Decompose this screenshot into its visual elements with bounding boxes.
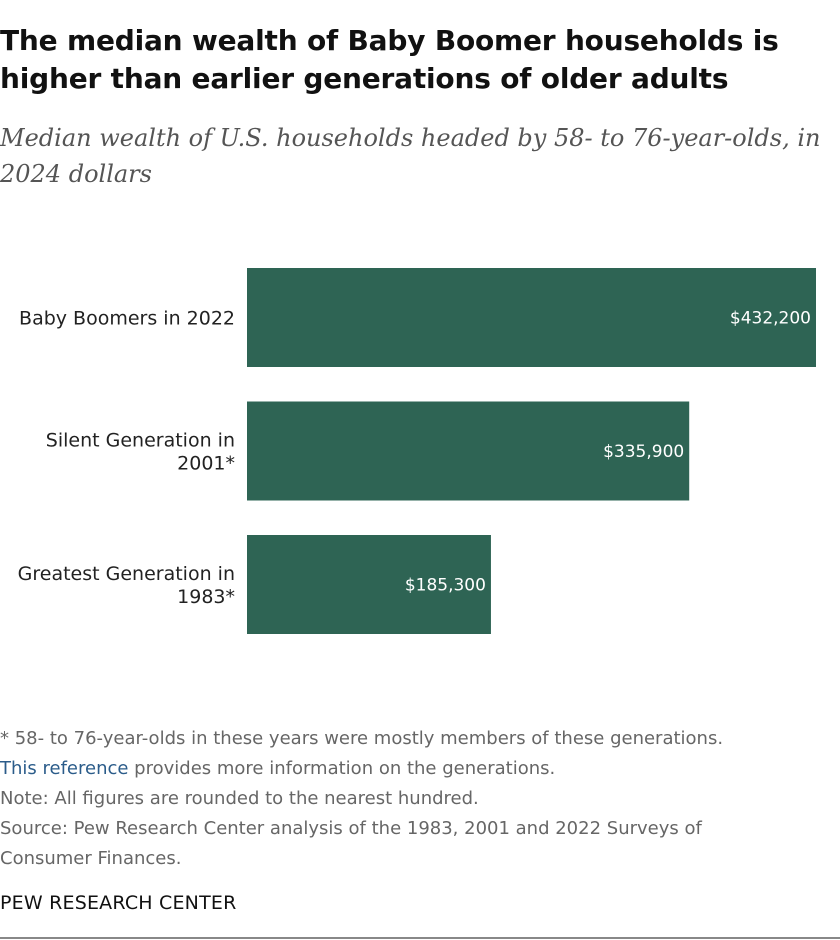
note: Note: All figures are rounded to the nea… xyxy=(0,788,479,809)
bar-1 xyxy=(247,401,690,501)
value-label-0: $432,200 xyxy=(730,309,811,329)
bar-2 xyxy=(247,535,491,634)
reference-line: This reference provides more information… xyxy=(0,754,835,784)
bar-0 xyxy=(247,268,816,367)
bottom-divider xyxy=(0,937,840,939)
brand-label: PEW RESEARCH CENTER xyxy=(0,892,237,914)
chart-subtitle: Median wealth of U.S. households headed … xyxy=(0,124,821,188)
bar-chart: $432,200 Baby Boomers in 2022 $335,900 Sile… xyxy=(18,268,816,634)
category-label-1: Silent Generation in 2001* xyxy=(46,430,235,475)
source-line-1: Source: Pew Research Center analysis of … xyxy=(0,818,702,839)
footnote: * 58- to 76-year-olds in these years wer… xyxy=(0,728,724,749)
source-line-2: Consumer Finances. xyxy=(0,848,182,869)
value-label-2: $185,300 xyxy=(405,576,486,596)
value-label-1: $335,900 xyxy=(603,442,684,462)
chart-notes: * 58- to 76-year-olds in these years wer… xyxy=(0,724,835,874)
chart-title: The median wealth of Baby Boomer househo… xyxy=(0,24,779,95)
category-label-0: Baby Boomers in 2022 xyxy=(19,308,235,330)
category-label-2: Greatest Generation in 1983* xyxy=(18,563,235,608)
reference-text: provides more information on the generat… xyxy=(128,758,556,779)
reference-link[interactable]: This reference xyxy=(0,758,129,779)
